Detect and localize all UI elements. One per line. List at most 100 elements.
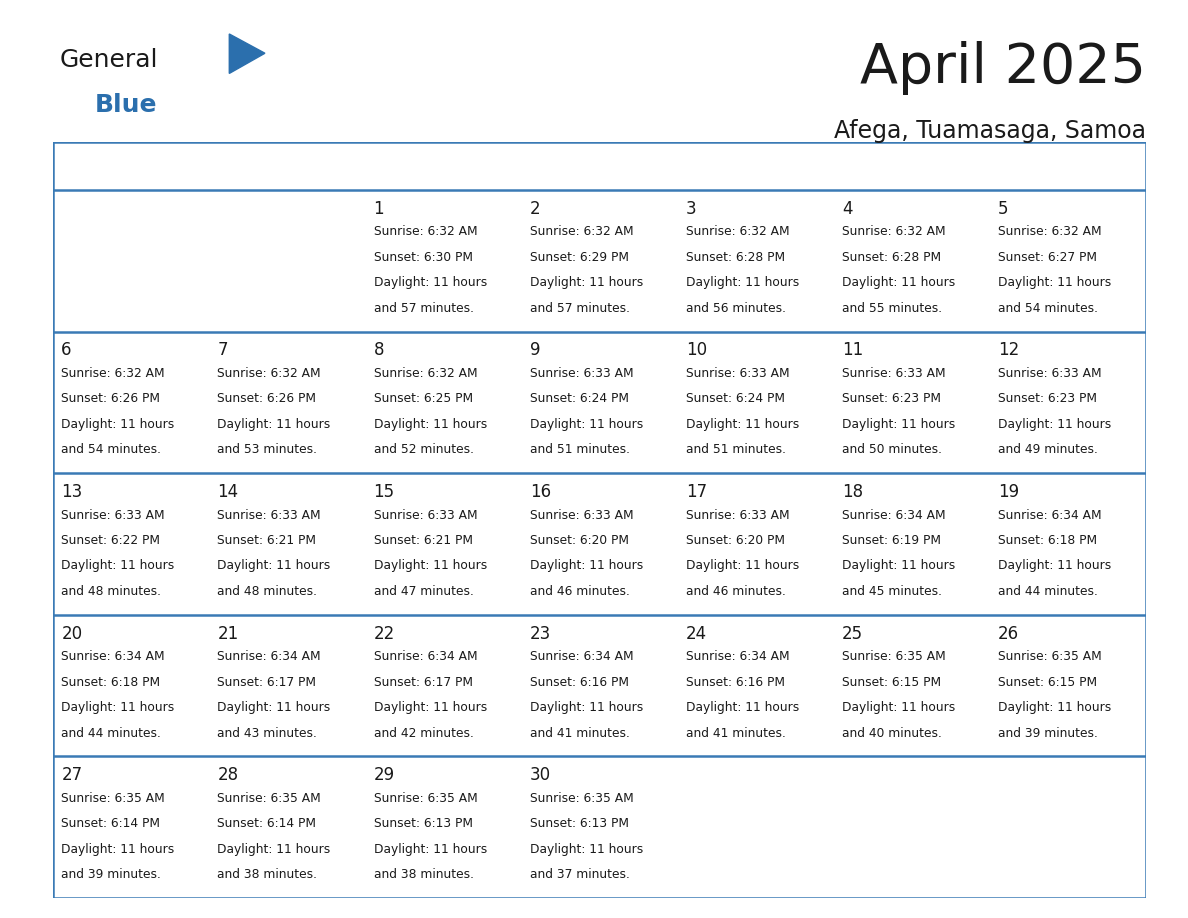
Text: Sunrise: 6:32 AM: Sunrise: 6:32 AM: [217, 367, 321, 380]
Text: Sunrise: 6:33 AM: Sunrise: 6:33 AM: [373, 509, 478, 521]
Text: Daylight: 11 hours: Daylight: 11 hours: [530, 701, 643, 714]
Text: and 54 minutes.: and 54 minutes.: [998, 302, 1098, 315]
Text: Thursday: Thursday: [689, 159, 760, 174]
Text: and 39 minutes.: and 39 minutes.: [998, 726, 1098, 740]
Text: 12: 12: [998, 341, 1019, 360]
Text: Wednesday: Wednesday: [532, 159, 621, 174]
Text: Daylight: 11 hours: Daylight: 11 hours: [217, 843, 330, 856]
Text: Sunrise: 6:33 AM: Sunrise: 6:33 AM: [842, 367, 946, 380]
Text: Sunset: 6:27 PM: Sunset: 6:27 PM: [998, 251, 1097, 263]
Text: Sunset: 6:28 PM: Sunset: 6:28 PM: [842, 251, 941, 263]
Text: 30: 30: [530, 767, 551, 784]
Text: Afega, Tuamasaga, Samoa: Afega, Tuamasaga, Samoa: [834, 119, 1146, 143]
Text: and 37 minutes.: and 37 minutes.: [530, 868, 630, 881]
Text: 16: 16: [530, 483, 551, 501]
Text: Tuesday: Tuesday: [377, 159, 438, 174]
Text: Sunrise: 6:33 AM: Sunrise: 6:33 AM: [998, 367, 1101, 380]
Text: Daylight: 11 hours: Daylight: 11 hours: [842, 559, 955, 573]
Text: Daylight: 11 hours: Daylight: 11 hours: [685, 559, 800, 573]
Text: Blue: Blue: [95, 93, 158, 117]
Text: Sunrise: 6:33 AM: Sunrise: 6:33 AM: [530, 509, 633, 521]
Text: Daylight: 11 hours: Daylight: 11 hours: [842, 701, 955, 714]
Text: Sunset: 6:24 PM: Sunset: 6:24 PM: [530, 393, 628, 406]
Text: 5: 5: [998, 200, 1009, 218]
Text: General: General: [59, 48, 158, 72]
Text: Daylight: 11 hours: Daylight: 11 hours: [685, 276, 800, 289]
Text: Sunset: 6:14 PM: Sunset: 6:14 PM: [62, 817, 160, 830]
Text: Daylight: 11 hours: Daylight: 11 hours: [842, 418, 955, 431]
Text: 15: 15: [373, 483, 394, 501]
Text: and 53 minutes.: and 53 minutes.: [217, 443, 317, 456]
Text: 7: 7: [217, 341, 228, 360]
Text: Sunset: 6:24 PM: Sunset: 6:24 PM: [685, 393, 785, 406]
Text: Sunrise: 6:34 AM: Sunrise: 6:34 AM: [685, 650, 790, 663]
Text: and 45 minutes.: and 45 minutes.: [842, 585, 942, 598]
Text: and 54 minutes.: and 54 minutes.: [62, 443, 162, 456]
Text: Sunset: 6:17 PM: Sunset: 6:17 PM: [373, 676, 473, 688]
Text: Daylight: 11 hours: Daylight: 11 hours: [62, 559, 175, 573]
Text: Sunrise: 6:32 AM: Sunrise: 6:32 AM: [373, 367, 478, 380]
Text: Daylight: 11 hours: Daylight: 11 hours: [998, 276, 1111, 289]
Text: Monday: Monday: [221, 159, 280, 174]
Text: Sunset: 6:14 PM: Sunset: 6:14 PM: [217, 817, 316, 830]
Text: Sunrise: 6:35 AM: Sunrise: 6:35 AM: [62, 791, 165, 805]
Text: 6: 6: [62, 341, 71, 360]
Text: Sunrise: 6:33 AM: Sunrise: 6:33 AM: [530, 367, 633, 380]
Text: Sunset: 6:22 PM: Sunset: 6:22 PM: [62, 534, 160, 547]
Text: Daylight: 11 hours: Daylight: 11 hours: [685, 418, 800, 431]
Text: and 51 minutes.: and 51 minutes.: [685, 443, 785, 456]
Text: 29: 29: [373, 767, 394, 784]
Text: Sunrise: 6:35 AM: Sunrise: 6:35 AM: [842, 650, 946, 663]
Text: Sunset: 6:20 PM: Sunset: 6:20 PM: [685, 534, 785, 547]
Text: Sunset: 6:21 PM: Sunset: 6:21 PM: [373, 534, 473, 547]
Text: Sunday: Sunday: [64, 159, 121, 174]
Text: Sunrise: 6:32 AM: Sunrise: 6:32 AM: [685, 226, 790, 239]
Text: Friday: Friday: [845, 159, 891, 174]
Text: 23: 23: [530, 624, 551, 643]
Text: and 41 minutes.: and 41 minutes.: [685, 726, 785, 740]
Text: 14: 14: [217, 483, 239, 501]
Text: Sunset: 6:29 PM: Sunset: 6:29 PM: [530, 251, 628, 263]
Text: Sunrise: 6:35 AM: Sunrise: 6:35 AM: [530, 791, 633, 805]
Text: 3: 3: [685, 200, 696, 218]
Text: and 43 minutes.: and 43 minutes.: [217, 726, 317, 740]
Text: 10: 10: [685, 341, 707, 360]
Text: 22: 22: [373, 624, 394, 643]
Text: Daylight: 11 hours: Daylight: 11 hours: [217, 418, 330, 431]
Text: Sunset: 6:26 PM: Sunset: 6:26 PM: [217, 393, 316, 406]
Text: Sunset: 6:26 PM: Sunset: 6:26 PM: [62, 393, 160, 406]
Text: Sunrise: 6:33 AM: Sunrise: 6:33 AM: [685, 367, 790, 380]
Text: 25: 25: [842, 624, 862, 643]
Text: Sunset: 6:18 PM: Sunset: 6:18 PM: [998, 534, 1098, 547]
Text: Sunrise: 6:33 AM: Sunrise: 6:33 AM: [62, 509, 165, 521]
Text: 26: 26: [998, 624, 1019, 643]
Text: Sunrise: 6:34 AM: Sunrise: 6:34 AM: [530, 650, 633, 663]
Text: 4: 4: [842, 200, 853, 218]
Text: Sunrise: 6:33 AM: Sunrise: 6:33 AM: [685, 509, 790, 521]
Text: Daylight: 11 hours: Daylight: 11 hours: [62, 701, 175, 714]
Text: Sunset: 6:17 PM: Sunset: 6:17 PM: [217, 676, 316, 688]
Text: Daylight: 11 hours: Daylight: 11 hours: [217, 559, 330, 573]
Text: Daylight: 11 hours: Daylight: 11 hours: [373, 701, 487, 714]
Text: and 46 minutes.: and 46 minutes.: [685, 585, 785, 598]
Text: Daylight: 11 hours: Daylight: 11 hours: [373, 276, 487, 289]
Text: and 48 minutes.: and 48 minutes.: [217, 585, 317, 598]
Text: Sunset: 6:13 PM: Sunset: 6:13 PM: [530, 817, 628, 830]
Text: Sunrise: 6:32 AM: Sunrise: 6:32 AM: [842, 226, 946, 239]
Text: Sunrise: 6:35 AM: Sunrise: 6:35 AM: [998, 650, 1101, 663]
Text: Daylight: 11 hours: Daylight: 11 hours: [373, 418, 487, 431]
Text: Sunset: 6:21 PM: Sunset: 6:21 PM: [217, 534, 316, 547]
Text: and 47 minutes.: and 47 minutes.: [373, 585, 473, 598]
Text: Daylight: 11 hours: Daylight: 11 hours: [62, 418, 175, 431]
Text: and 39 minutes.: and 39 minutes.: [62, 868, 162, 881]
Text: and 38 minutes.: and 38 minutes.: [373, 868, 474, 881]
Text: Sunrise: 6:32 AM: Sunrise: 6:32 AM: [62, 367, 165, 380]
Text: Saturday: Saturday: [1001, 159, 1070, 174]
Text: Sunrise: 6:35 AM: Sunrise: 6:35 AM: [217, 791, 321, 805]
Text: and 42 minutes.: and 42 minutes.: [373, 726, 473, 740]
Text: Sunrise: 6:34 AM: Sunrise: 6:34 AM: [217, 650, 321, 663]
Text: 28: 28: [217, 767, 239, 784]
Text: Sunset: 6:23 PM: Sunset: 6:23 PM: [998, 393, 1097, 406]
Text: 20: 20: [62, 624, 82, 643]
Polygon shape: [229, 34, 265, 73]
